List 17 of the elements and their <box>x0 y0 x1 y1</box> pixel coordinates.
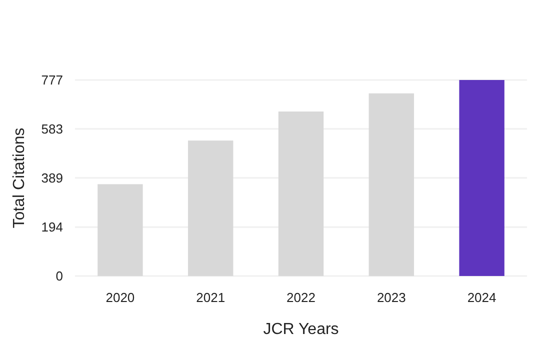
y-tick-label: 583 <box>41 121 63 136</box>
x-axis-title: JCR Years <box>263 321 339 338</box>
x-tick-label: 2021 <box>196 290 226 305</box>
bar <box>98 184 143 276</box>
x-tick-label: 2024 <box>467 290 496 305</box>
y-axis-title: Total Citations <box>11 128 28 228</box>
y-tick-label: 0 <box>56 268 63 284</box>
bar <box>459 80 504 276</box>
y-tick-label: 777 <box>41 72 63 88</box>
y-tick-label: 389 <box>41 170 63 186</box>
y-tick-label: 194 <box>41 220 63 235</box>
bar <box>368 93 414 276</box>
x-tick-label: 2023 <box>376 290 406 305</box>
bar <box>278 112 324 276</box>
x-tick-label: 2020 <box>106 290 135 305</box>
x-tick-label: 2022 <box>286 290 316 305</box>
bar <box>188 140 234 276</box>
